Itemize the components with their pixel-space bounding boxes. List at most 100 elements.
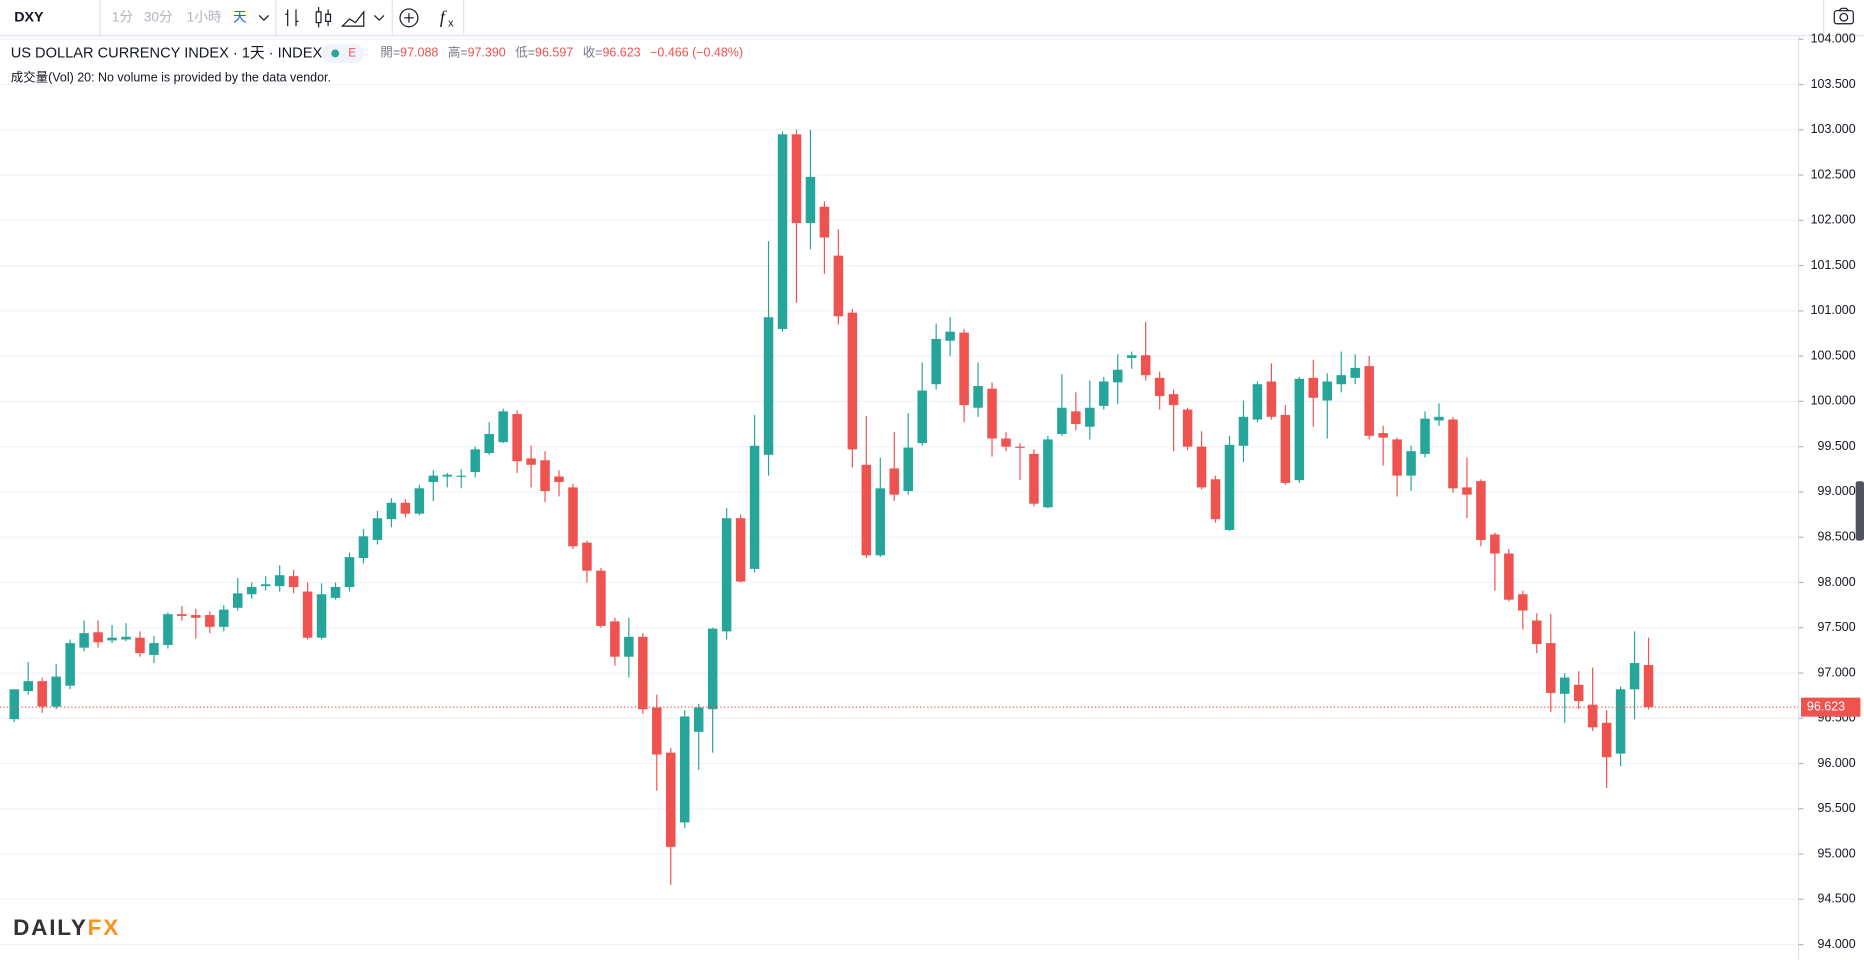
candle-body <box>1322 381 1333 401</box>
badge-label: E <box>348 46 356 60</box>
candle-body <box>1615 689 1626 754</box>
candle-body <box>1629 663 1640 690</box>
candle-body <box>288 576 299 587</box>
candle-body <box>1392 439 1402 476</box>
indicators-icon[interactable]: f <box>440 7 447 27</box>
legend-value: 97.088 <box>400 46 438 60</box>
candle-body <box>1518 594 1528 611</box>
indicators-icon[interactable]: x <box>448 18 454 30</box>
candle-body <box>777 134 788 329</box>
candle-body <box>1238 416 1249 446</box>
y-tick-label: 98.500 <box>1818 530 1856 544</box>
candle-body <box>1587 704 1598 728</box>
candle-body <box>987 388 997 439</box>
bars-icon[interactable] <box>285 9 299 27</box>
candle-body <box>1420 418 1430 454</box>
candle-body <box>163 614 173 645</box>
logo-part: DAILY <box>13 915 88 940</box>
legend-value: 96.597 <box>535 46 573 60</box>
legend-value: 97.390 <box>468 46 506 60</box>
y-tick-label: 101.000 <box>1811 303 1856 317</box>
candle-body <box>205 615 215 627</box>
y-tick-label: 103.500 <box>1811 77 1856 91</box>
interval[interactable]: 天 <box>233 9 247 24</box>
y-tick-label: 98.000 <box>1818 575 1856 589</box>
candle-body <box>330 586 341 598</box>
candle-body <box>260 584 271 587</box>
compare-icon[interactable] <box>399 8 419 28</box>
scroll-handle[interactable] <box>1855 481 1864 541</box>
candle-body <box>1406 451 1416 476</box>
y-tick-label: 97.500 <box>1818 620 1856 634</box>
candle-body <box>889 468 900 495</box>
candle-body <box>1350 367 1360 378</box>
y-tick-label: 100.500 <box>1811 348 1856 362</box>
y-tick-label: 97.000 <box>1818 665 1856 679</box>
candle-body <box>274 575 285 587</box>
candle-body <box>177 614 187 616</box>
y-tick-label: 100.000 <box>1811 394 1856 408</box>
candle-body <box>484 433 494 454</box>
candle-body <box>554 476 564 482</box>
legend-value: 96.623 <box>602 46 640 60</box>
candle-body <box>1085 407 1095 427</box>
candle-body <box>1015 446 1025 448</box>
interval[interactable]: 1小時 <box>187 9 222 24</box>
interval[interactable]: 1分 <box>112 9 134 24</box>
candle-body <box>219 609 229 627</box>
candle-body <box>191 615 201 618</box>
candle-body <box>1532 620 1542 645</box>
candle-body <box>358 536 369 559</box>
candle-body <box>9 689 20 720</box>
candle-body <box>861 464 872 556</box>
dropdown-icon[interactable] <box>374 15 385 22</box>
candle-body <box>1490 534 1500 554</box>
candle-body <box>679 716 690 823</box>
dropdown-icon[interactable] <box>258 15 270 22</box>
y-tick-label: 103.000 <box>1811 122 1856 136</box>
area-icon[interactable] <box>340 10 365 27</box>
candle-body <box>37 681 47 707</box>
candle-body <box>498 411 508 443</box>
candle-body <box>344 557 355 587</box>
candle-body <box>721 518 732 632</box>
y-tick-label: 99.500 <box>1818 439 1856 453</box>
candle-body <box>400 502 411 514</box>
candle-body <box>1099 381 1109 406</box>
interval[interactable]: 30分 <box>144 9 173 24</box>
logo: DAILYFX <box>13 915 120 940</box>
y-tick-label: 99.000 <box>1818 484 1856 498</box>
y-axis: 94.00094.50095.00095.50096.00096.50097.0… <box>1798 32 1861 951</box>
candle-body <box>931 338 941 385</box>
candle-body <box>526 458 536 465</box>
candle-body <box>945 331 955 341</box>
candle-body <box>1601 722 1612 758</box>
candle-body <box>735 518 746 582</box>
candle-body <box>1336 375 1346 385</box>
candle-body <box>666 752 676 847</box>
candle-body <box>1573 684 1584 702</box>
candle-body <box>582 542 592 571</box>
candle-body <box>624 636 634 657</box>
candle-body <box>233 593 243 608</box>
candles-icon[interactable] <box>315 7 332 28</box>
candle-body <box>875 488 886 556</box>
legend-label: 低= <box>515 46 535 60</box>
candle-body <box>512 414 522 462</box>
y-tick-label: 94.000 <box>1818 937 1856 951</box>
y-tick-label: 95.000 <box>1818 846 1856 860</box>
candle-body <box>805 176 816 224</box>
candle-body <box>973 386 983 408</box>
legend-label: 高= <box>448 45 468 60</box>
candle-body <box>1504 553 1514 600</box>
toolbar <box>0 0 1864 36</box>
candle-body <box>1364 366 1374 436</box>
symbol[interactable]: DXY <box>14 10 44 26</box>
candle-body <box>1448 419 1458 489</box>
candle-body <box>903 447 913 492</box>
y-tick-label: 94.500 <box>1818 892 1856 906</box>
candle-body <box>1224 444 1235 530</box>
y-tick-label: 102.500 <box>1811 167 1856 181</box>
snapshot-icon[interactable] <box>1833 7 1854 25</box>
